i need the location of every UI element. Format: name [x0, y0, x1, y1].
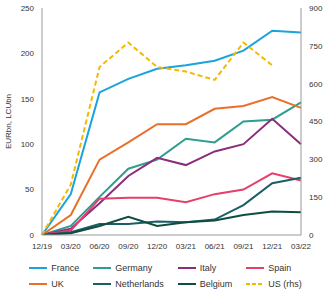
svg-text:12/20: 12/20: [147, 242, 168, 251]
svg-text:12/21: 12/21: [262, 242, 283, 251]
svg-text:0: 0: [309, 231, 314, 240]
svg-text:03/22: 03/22: [291, 242, 312, 251]
html-text:Germany: Germany: [115, 263, 153, 273]
svg-text:06/21: 06/21: [205, 242, 226, 251]
svg-text:600: 600: [309, 80, 323, 89]
html-text:US (rhs): US (rhs): [268, 279, 302, 289]
svg-text:100: 100: [21, 140, 35, 149]
html-text:Netherlands: Netherlands: [115, 279, 164, 289]
svg-text:09/20: 09/20: [118, 242, 139, 251]
svg-text:200: 200: [21, 49, 35, 58]
svg-text:300: 300: [309, 155, 323, 164]
svg-text:06/20: 06/20: [90, 242, 111, 251]
svg-text:150: 150: [309, 193, 323, 202]
html-text:Italy: Italy: [199, 263, 217, 273]
svg-text:03/20: 03/20: [61, 242, 82, 251]
svg-text:09/21: 09/21: [233, 242, 254, 251]
html-text:Belgium: Belgium: [199, 279, 233, 289]
svg-text:900: 900: [309, 4, 323, 13]
html-text:France: France: [51, 263, 80, 273]
svg-text:50: 50: [25, 185, 34, 194]
svg-text:750: 750: [309, 42, 323, 51]
html-text:Spain: Spain: [268, 263, 292, 273]
svg-text:150: 150: [21, 95, 35, 104]
svg-text:EURbn, LCUbn: EURbn, LCUbn: [8, 94, 13, 149]
html-text:UK: UK: [51, 279, 64, 289]
svg-text:03/21: 03/21: [176, 242, 197, 251]
svg-text:0: 0: [30, 231, 35, 240]
svg-text:12/19: 12/19: [32, 242, 53, 251]
svg-text:250: 250: [21, 4, 35, 13]
svg-text:450: 450: [309, 117, 323, 126]
